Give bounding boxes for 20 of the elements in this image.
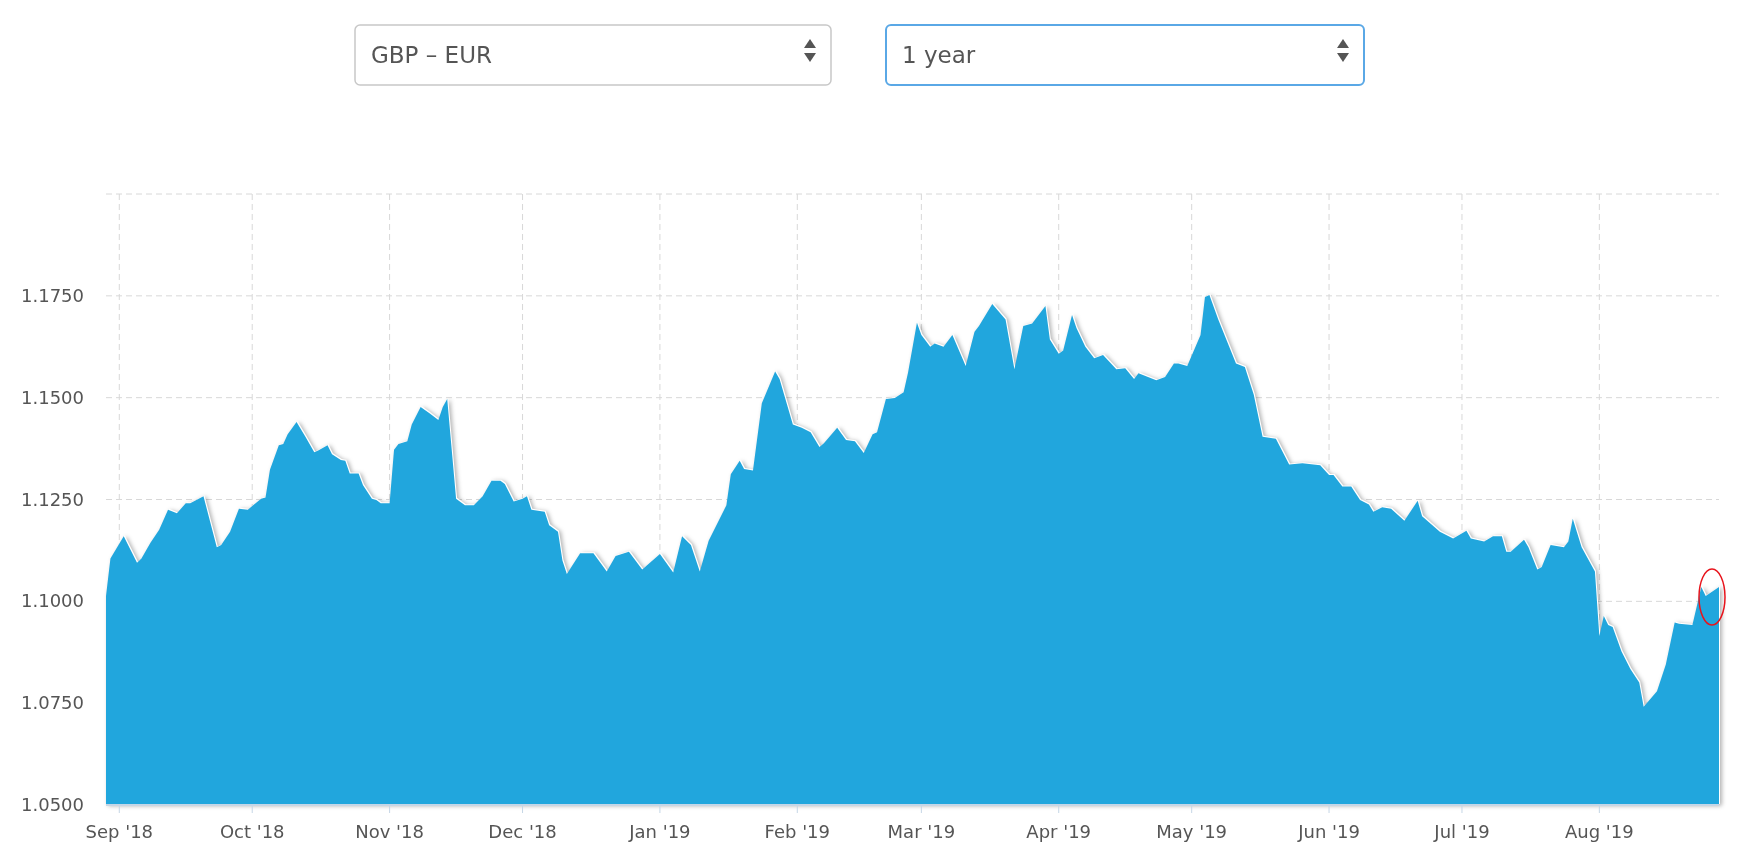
x-tick-label: Apr '19 [1026,821,1092,842]
x-tick-label: Jun '19 [1297,821,1360,842]
x-tick-label: Sep '18 [85,821,154,842]
x-tick-label: May '19 [1156,821,1228,842]
x-tick-label: Feb '19 [764,821,831,842]
x-tick-label: Aug '19 [1564,821,1634,842]
y-tick-label: 1.1500 [21,386,84,408]
text: GBP – EUR [371,42,492,68]
y-tick-label: 1.0500 [21,794,84,815]
y-tick-label: 1.0750 [21,692,84,714]
x-tick-label: Oct '18 [219,821,285,842]
x-tick-label: Dec '18 [488,821,557,842]
y-tick-label: 1.1750 [21,284,84,306]
text: 1 year [902,42,976,68]
y-tick-label: 1.1250 [21,488,84,510]
x-tick-label: Nov '18 [355,821,424,842]
y-tick-label: 1.1000 [21,590,84,612]
x-tick-label: Jan '19 [628,821,691,842]
x-tick-label: Mar '19 [887,821,956,842]
x-tick-label: Jul '19 [1433,821,1490,842]
